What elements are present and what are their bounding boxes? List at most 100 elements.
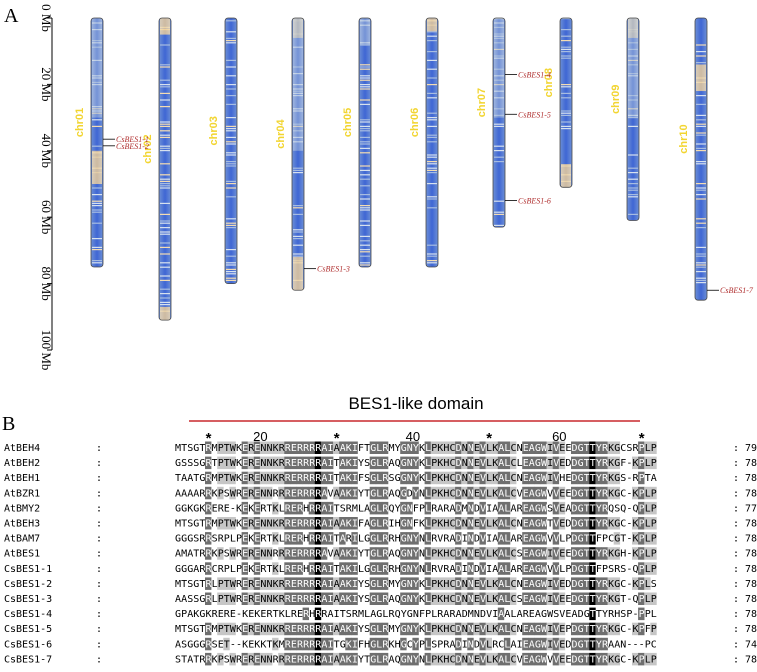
residue: E <box>242 488 248 499</box>
residue: A <box>511 564 517 575</box>
residue: A <box>498 549 504 560</box>
residue: G <box>199 458 205 469</box>
residue: R <box>309 473 316 484</box>
residue: N <box>462 519 468 530</box>
residue: R <box>309 458 316 469</box>
residue: Y <box>358 549 364 560</box>
residue: L <box>645 519 651 530</box>
residue: A <box>340 564 346 575</box>
residue: E <box>230 609 236 620</box>
residue: T <box>584 503 590 514</box>
residue: E <box>474 458 480 469</box>
residue: I <box>486 503 492 514</box>
residue: L <box>504 624 510 635</box>
residue: E <box>218 639 224 650</box>
residue: L <box>645 488 651 499</box>
conservation-star: * <box>334 430 340 447</box>
residue: A <box>340 519 346 530</box>
residue: K <box>633 519 639 530</box>
residue: R <box>297 443 304 454</box>
residue: R <box>309 564 316 575</box>
residue: N <box>407 564 413 575</box>
residue: I <box>352 488 358 499</box>
residue: A <box>498 473 504 484</box>
residue: N <box>462 473 468 484</box>
residue: W <box>541 654 548 665</box>
residue: V <box>486 609 492 620</box>
residue: D <box>456 624 462 635</box>
residue: P <box>431 594 437 605</box>
residue: D <box>572 458 578 469</box>
residue: G <box>578 564 584 575</box>
residue: I <box>352 458 358 469</box>
residue: A <box>529 473 535 484</box>
residue: N <box>407 473 413 484</box>
residue: W <box>541 443 548 454</box>
residue: T <box>590 443 596 454</box>
residue: A <box>321 639 327 650</box>
residue: N <box>468 534 474 545</box>
residue: K <box>254 609 260 620</box>
residue: K <box>212 654 218 665</box>
residue: V <box>480 458 486 469</box>
residue: R <box>431 503 438 514</box>
residue: P <box>431 519 437 530</box>
residue: A <box>181 488 187 499</box>
residue: A <box>529 639 535 650</box>
residue: K <box>346 654 352 665</box>
residue: L <box>212 579 218 590</box>
residue: F <box>413 519 419 530</box>
residue: V <box>553 549 559 560</box>
residue: T <box>584 639 590 650</box>
separator-colon: : <box>96 519 102 530</box>
residue: P <box>437 639 443 650</box>
residue: A <box>340 488 346 499</box>
residue: K <box>346 594 352 605</box>
residue: R <box>206 549 213 560</box>
residue: E <box>291 579 297 590</box>
residue: S <box>187 624 193 635</box>
sequence-name: CsBES1-6 <box>4 639 52 650</box>
residue: R <box>309 579 316 590</box>
residue: N <box>462 458 468 469</box>
residue: R <box>206 503 213 514</box>
residue: S <box>212 534 218 545</box>
alignment-row: AtBEH3: M T S G T R M P T W K E R E N N K R R E R R R R A I A A K I F A G… <box>4 517 757 530</box>
residue: E <box>254 624 260 635</box>
residue: E <box>559 639 565 650</box>
residue: C <box>620 519 626 530</box>
residue: V <box>328 549 334 560</box>
residue: C <box>450 624 456 635</box>
residue: K <box>273 458 279 469</box>
residue: K <box>248 564 254 575</box>
residue: R <box>279 549 286 560</box>
chromosome-chr03: chr03 <box>208 17 238 285</box>
residue: R <box>199 534 206 545</box>
residue: L <box>425 639 431 650</box>
residue: G <box>370 473 376 484</box>
residue: D <box>456 639 462 650</box>
residue: P <box>236 534 242 545</box>
residue: P <box>236 564 242 575</box>
residue: P <box>218 579 224 590</box>
residue: K <box>346 579 352 590</box>
residue: T <box>590 473 596 484</box>
residue: G <box>401 624 407 635</box>
chromosome-label: chr08 <box>543 68 555 97</box>
residue: K <box>419 594 425 605</box>
residue: R <box>309 654 316 665</box>
residue: R <box>382 458 389 469</box>
residue: H <box>559 473 565 484</box>
residue: I <box>352 639 358 650</box>
residue: A <box>340 654 346 665</box>
residue: I <box>547 624 553 635</box>
residue: G <box>578 579 584 590</box>
residue: N <box>260 519 266 530</box>
residue: D <box>456 473 462 484</box>
residue: N <box>260 443 266 454</box>
residue: K <box>633 549 639 560</box>
residue: M <box>212 443 218 454</box>
residue: D <box>565 639 571 650</box>
residue: V <box>553 564 559 575</box>
